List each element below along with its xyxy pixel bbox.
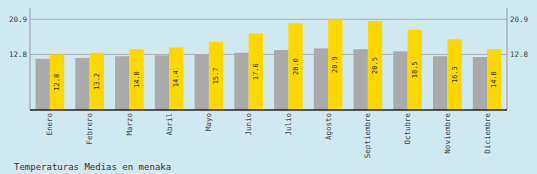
bar [36,59,50,110]
title: Temperaturas Medias en menaka [14,162,171,172]
x-tick-label: Noviembre [443,113,452,154]
bar [288,23,302,110]
x-tick-label: Septiembre [363,113,372,159]
x-tick-label: Junio [244,113,253,136]
bar [487,49,501,110]
x-tick-label: Agosto [324,113,333,141]
bar [447,39,461,110]
bar [155,55,169,110]
data-label: 20.5 [371,57,379,74]
bar [209,42,223,110]
baseline [30,109,507,110]
bar [169,47,183,110]
data-label: 14.0 [490,71,498,88]
x-tick-label: Julio [284,113,293,136]
y2-axis-line [507,8,508,110]
y-axis-line [30,8,31,110]
bars [36,19,502,110]
data-label: 18.5 [411,61,419,78]
bar [368,21,382,110]
bar [249,34,263,110]
bar [129,49,143,110]
y2-tick-label: 20.9 [510,15,528,24]
data-label: 20.0 [292,58,300,75]
x-tick-label: Abril [165,113,174,136]
data-label: 12.8 [53,74,61,91]
bar [90,53,104,110]
data-label: 14.0 [133,71,141,88]
bar [115,56,129,110]
background [0,0,537,174]
bar [328,19,342,110]
x-tick-label: Enero [45,113,54,136]
bar [50,54,64,110]
bar [314,48,328,110]
bar [354,49,368,110]
y2-tick-label: 12.8 [510,50,529,59]
data-label: 15.7 [212,67,220,84]
bar [195,54,209,110]
x-tick-label: Febrero [85,113,94,145]
y-tick-label: 20.9 [9,15,27,24]
bar [433,56,447,110]
data-label: 16.3 [451,66,459,83]
x-tick-label: Octubre [403,113,412,145]
bar [274,50,288,110]
data-labels: 12.8 13.2 14.0 14.4 15.7 17.6 20.0 20.9 20.5 18.5… [53,56,498,90]
bar [408,30,422,110]
x-tick-label: Mayo [204,113,213,132]
bar [234,53,248,110]
chart: 12.8 13.2 14.0 14.4 15.7 17.6 20.0 20.9 20.5 18.5… [0,0,537,174]
bar [393,51,407,110]
grid-line [30,19,507,20]
data-label: 14.4 [172,70,180,87]
x-tick-label: Marzo [125,113,134,136]
data-label: 20.9 [331,56,339,73]
y-tick-label: 12.8 [9,50,28,59]
bar [75,58,89,110]
x-tick-label: Diciembre [483,113,492,154]
bar [473,57,487,110]
data-label: 17.6 [252,63,260,80]
data-label: 13.2 [93,73,101,90]
